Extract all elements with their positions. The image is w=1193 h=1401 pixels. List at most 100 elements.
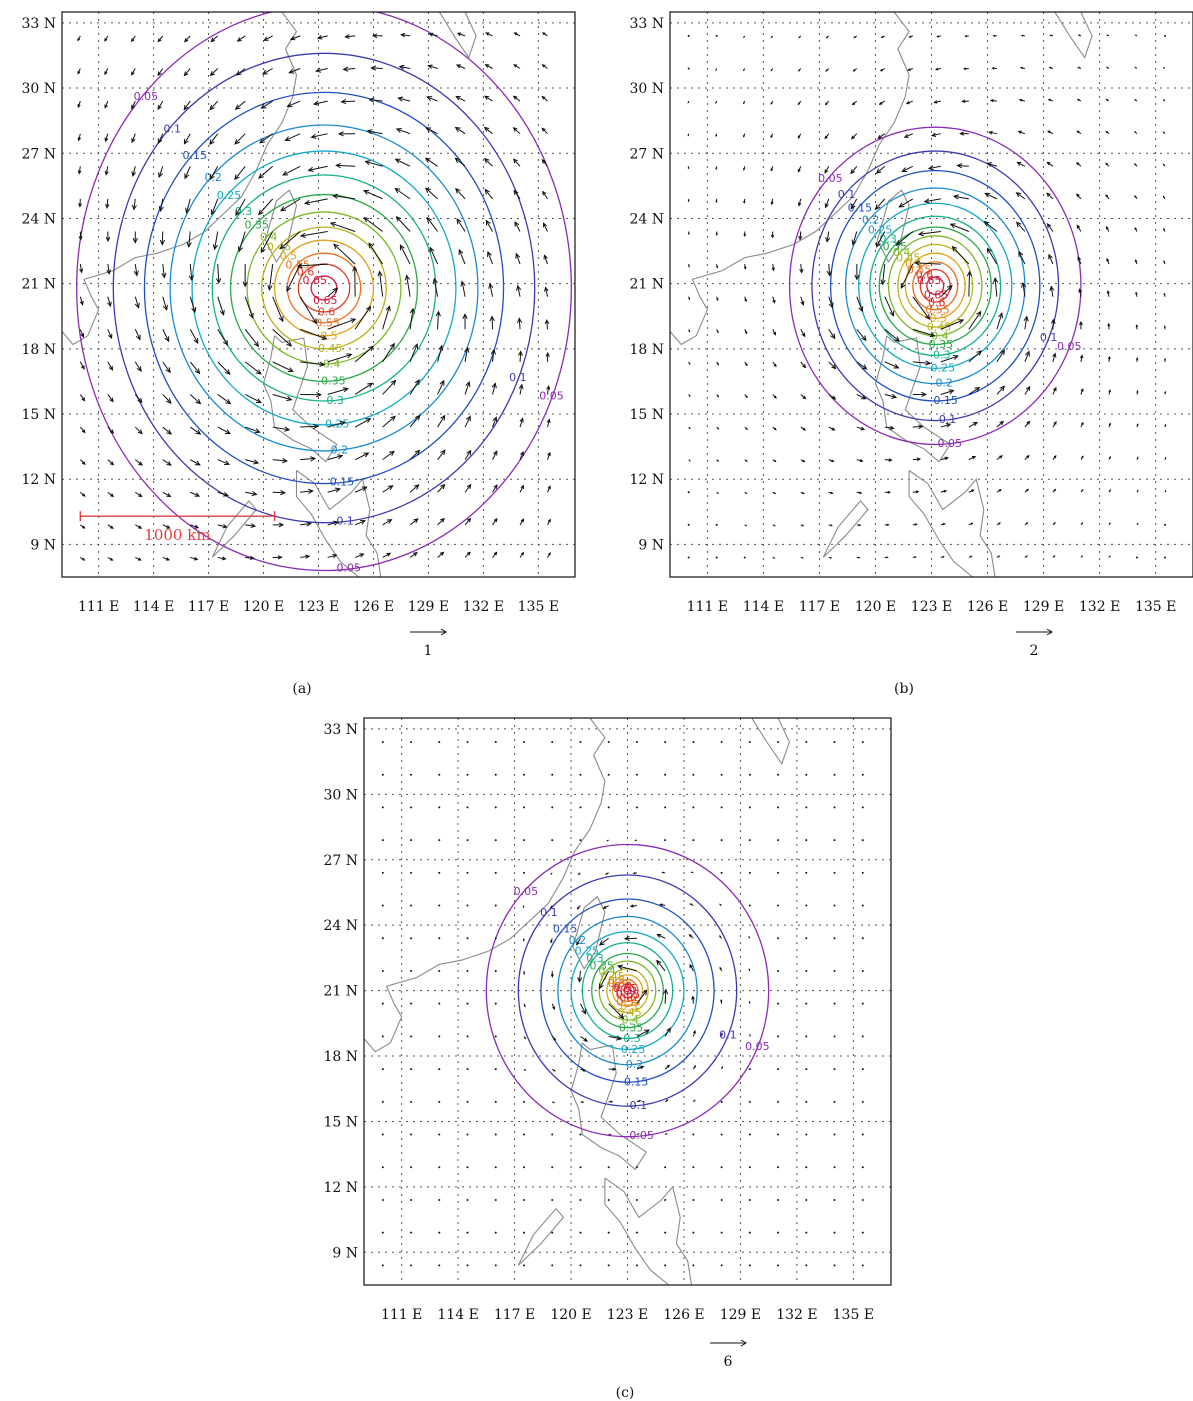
wind-vector [551,839,554,842]
wind-vector-head [77,71,81,75]
wind-vector [519,351,522,362]
wind-vector [354,520,366,526]
wind-vector-head [440,449,446,456]
wind-vector [551,1133,554,1136]
wind-vector-head [936,35,939,38]
contour-label: 0.6 [619,992,637,1005]
wind-vector [884,426,894,429]
wind-vector-head [395,216,402,222]
wind-vector [576,938,581,946]
wind-vector-head [523,1005,526,1008]
wind-vector [401,34,411,37]
wind-vector-head [688,362,691,365]
contour-label: 0.1 [719,1029,737,1042]
wind-vector [777,1264,780,1267]
wind-vector-head [771,267,775,272]
wind-vector [861,904,864,907]
wind-vector [900,263,914,289]
wind-vector-head [352,265,358,272]
wind-vector-head [193,556,199,561]
wind-vector-head [194,460,201,466]
wind-vector-head [924,314,931,321]
wind-vector-head [743,135,745,138]
wind-vector-head [905,101,910,105]
wind-vector-head [976,310,982,317]
wind-vector-head [774,427,777,431]
wind-vector-head [831,427,836,431]
contour-label: 0.3 [623,1032,641,1045]
wind-vector [455,127,466,135]
wind-vector-head [193,338,199,345]
wind-vector [950,223,970,232]
wind-vector-head [1076,224,1081,229]
wind-vector [311,133,328,138]
wind-vector-head [743,201,746,205]
wind-vector-head [1109,555,1111,558]
wind-vector [131,100,136,109]
wind-vector [833,1002,836,1005]
wind-vector-head [287,367,294,372]
y-tick-label: 30 N [629,81,664,97]
y-tick-label: 12 N [21,472,56,488]
wind-vector-head [335,162,342,169]
y-tick-label: 9 N [638,537,664,553]
wind-vector [636,990,648,1004]
wind-vector [461,281,466,297]
wind-vector-head [1105,130,1108,134]
wind-vector-head [688,395,691,398]
wind-vector [316,68,328,72]
wind-vector-head [901,167,908,173]
wind-vector-head [553,1069,556,1072]
wind-vector-head [914,523,918,526]
wind-vector-head [413,552,418,557]
wind-vector-head [550,906,553,910]
x-tick-label: 129 E [408,599,449,615]
wind-vector [522,1133,525,1136]
contour-0.55 [616,979,639,1003]
wind-vector-head [773,524,776,527]
wind-vector [300,361,325,366]
wind-vector [438,1231,441,1234]
coastline [874,335,951,463]
wind-vector [940,319,964,330]
wind-vector [551,740,554,743]
wind-vector-head [132,237,138,244]
contour-label: 0.35 [619,1021,644,1034]
wind-vector-head [280,489,287,496]
wind-vector-head [1108,389,1111,393]
contour-0.5 [904,252,966,320]
wind-vector [79,296,84,305]
wind-vector-head [861,394,867,400]
wind-vector [494,1100,497,1103]
wind-vector-head [1047,98,1051,102]
wind-vector [664,989,667,1004]
wind-vector-head [689,963,693,968]
wind-vector [410,1035,413,1038]
wind-vector-head [333,243,339,250]
contour-label: 0.05 [938,437,963,450]
wind-vector [805,806,808,809]
wind-vector [258,198,274,215]
wind-vector-head [715,265,719,269]
wind-vector [438,740,441,743]
wind-vector [438,773,441,776]
wind-vector-head [860,426,866,431]
wind-vector [692,1231,695,1234]
wind-vector-head [77,137,82,142]
wind-vector [777,969,780,972]
wind-vector-head [942,555,945,558]
wind-vector-head [861,335,867,342]
coastline [604,1177,693,1285]
wind-vector [833,740,836,743]
wind-vector [438,1264,441,1267]
wind-vector [692,996,694,1004]
wind-vector [513,64,521,69]
wind-vector-head [1025,522,1029,525]
wind-vector-head [952,194,959,200]
wind-vector [494,1231,497,1234]
wind-vector [409,308,414,330]
wind-vector [410,1133,413,1136]
wind-vector-head [543,222,548,228]
wind-vector-head [104,170,109,176]
wind-vector-head [661,871,664,874]
